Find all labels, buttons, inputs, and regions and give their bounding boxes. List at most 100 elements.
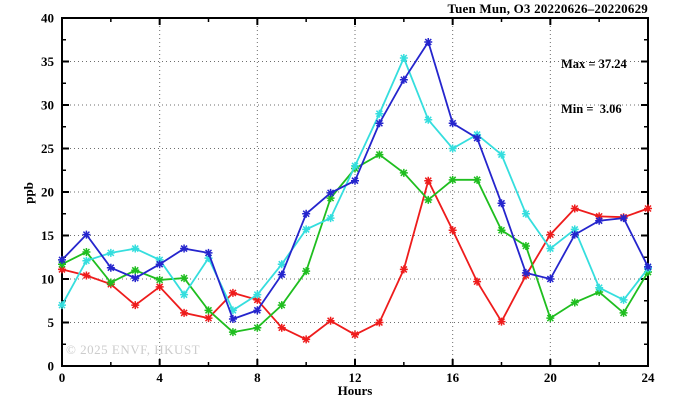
blue-line-marker [473, 134, 482, 143]
blue-line-marker [131, 274, 140, 283]
blue-line-marker [644, 262, 652, 271]
blue-line-marker [204, 248, 213, 257]
cyan-line-marker [595, 283, 604, 292]
green-line-marker [595, 288, 604, 297]
svg-text:20: 20 [41, 185, 54, 200]
blue-line-marker [595, 216, 604, 225]
cyan-line-marker [351, 161, 359, 170]
blue-line-marker [302, 209, 311, 218]
red-line-marker [326, 316, 335, 325]
cyan-line-marker [180, 290, 189, 299]
cyan-line-marker [399, 54, 408, 63]
red-line-marker [424, 176, 433, 185]
green-line-marker [180, 274, 189, 283]
blue-line-marker [106, 263, 115, 272]
red-line-marker [448, 226, 457, 235]
svg-text:35: 35 [41, 54, 55, 69]
svg-text:25: 25 [41, 141, 55, 156]
svg-text:5: 5 [48, 315, 55, 330]
red-line-marker [155, 282, 164, 291]
green-line-marker [106, 278, 115, 287]
blue-line-marker [228, 315, 237, 324]
cyan-line-marker [253, 290, 262, 299]
green-line-marker [58, 260, 66, 269]
svg-text:40: 40 [41, 11, 54, 26]
min-value-label: Min = 3.06 [561, 102, 622, 116]
green-line-marker [448, 175, 457, 184]
cyan-line-marker [131, 244, 140, 253]
blue-line-marker [155, 260, 164, 269]
green-line-marker [326, 194, 335, 203]
green-line-marker [253, 323, 262, 332]
cyan-line-marker [448, 144, 457, 153]
cyan-line-marker [106, 248, 115, 257]
red-line-marker [228, 288, 237, 297]
green-line-marker [277, 301, 286, 310]
cyan-line-marker [82, 256, 91, 265]
red-line-marker [546, 230, 555, 239]
green-line-marker [375, 150, 384, 159]
red-line-marker [351, 330, 359, 339]
cyan-line-marker [302, 225, 311, 234]
maxmin-annotation: Max = 37.24 Min = 3.06 [561, 27, 627, 147]
blue-line-marker [399, 75, 408, 84]
cyan-line-marker [375, 109, 384, 118]
green-line-marker [228, 328, 237, 337]
red-line-marker [180, 308, 189, 317]
blue-line-marker [58, 255, 66, 264]
y-axis-title: ppb [20, 182, 36, 204]
blue-line-marker [570, 230, 579, 239]
cyan-line-marker [277, 260, 286, 269]
red-line-marker [58, 265, 66, 274]
green-line-marker [570, 298, 579, 307]
svg-text:4: 4 [156, 370, 163, 385]
red-line-marker [473, 277, 482, 286]
cyan-line-marker [204, 254, 213, 263]
red-line-marker [497, 317, 506, 326]
blue-line-marker [497, 199, 506, 208]
red-line-marker [302, 335, 311, 344]
blue-line-marker [546, 275, 555, 283]
blue-line-marker [375, 119, 384, 128]
svg-text:30: 30 [41, 98, 54, 113]
svg-text:10: 10 [41, 272, 54, 287]
svg-text:20: 20 [544, 370, 557, 385]
blue-line-marker [277, 270, 286, 279]
cyan-line-marker [497, 150, 506, 159]
green-line-marker [399, 168, 408, 177]
svg-text:24: 24 [642, 370, 656, 385]
cyan-line-marker [546, 244, 555, 253]
red-line-marker [399, 265, 408, 274]
cyan-line-marker [326, 214, 335, 223]
cyan-line-marker [424, 115, 433, 124]
svg-text:15: 15 [41, 228, 55, 243]
blue-line-marker [448, 119, 457, 128]
cyan-line-marker [619, 295, 628, 304]
red-line-marker [277, 323, 286, 332]
chart-title: Tuen Mun, O3 20220626–20220629 [447, 1, 648, 16]
cyan-line-marker [58, 301, 66, 310]
blue-line-marker [521, 268, 530, 277]
x-axis-title: Hours [337, 383, 373, 398]
blue-line-marker [619, 214, 628, 223]
green-line-marker [131, 266, 140, 275]
green-line-marker [424, 195, 433, 204]
green-line-marker [82, 248, 91, 257]
svg-text:12: 12 [349, 370, 362, 385]
red-line-marker [570, 204, 579, 213]
blue-line-marker [424, 38, 433, 47]
green-line-marker [619, 308, 628, 317]
svg-text:0: 0 [48, 359, 55, 374]
blue-line-marker [253, 306, 262, 315]
cyan-line-marker [570, 225, 579, 234]
red-line-marker [253, 295, 262, 304]
watermark: © 2025 ENVF, HKUST [66, 342, 201, 357]
svg-text:0: 0 [59, 370, 66, 385]
green-line-marker [497, 226, 506, 235]
green-line-marker [155, 275, 164, 284]
svg-text:16: 16 [446, 370, 460, 385]
red-line-marker [644, 204, 652, 213]
red-line-marker [131, 301, 140, 310]
